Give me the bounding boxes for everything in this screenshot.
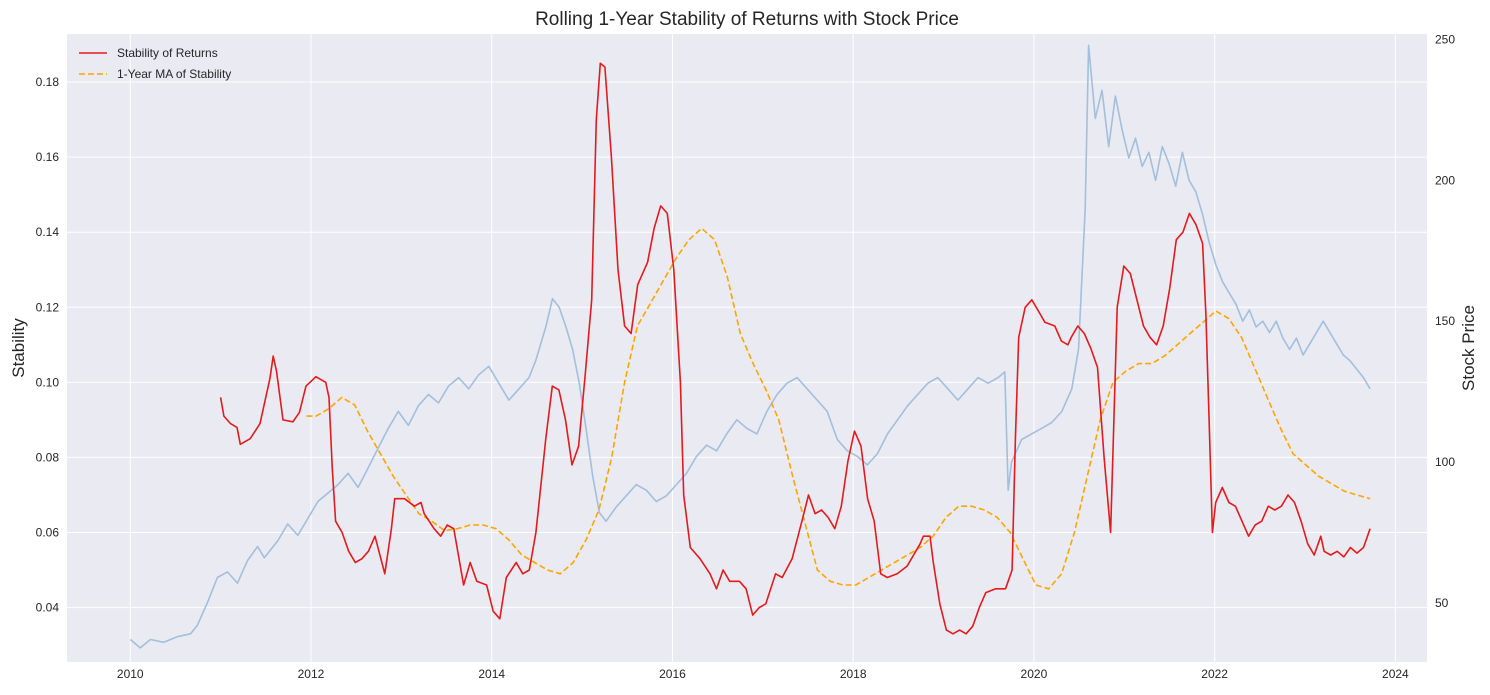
grid-lines <box>67 34 1427 662</box>
y-tick-label-left: 0.16 <box>36 150 60 164</box>
y-tick-label-right: 50 <box>1435 596 1449 610</box>
y-axis-label-left: Stability <box>9 318 28 378</box>
legend-label-stability: Stability of Returns <box>117 46 218 60</box>
x-tick-label: 2012 <box>298 667 325 681</box>
x-tick-label: 2018 <box>840 667 867 681</box>
y-tick-label-right: 100 <box>1435 455 1455 469</box>
x-tick-label: 2020 <box>1021 667 1048 681</box>
y-axis-label-right: Stock Price <box>1459 305 1478 391</box>
legend: Stability of Returns 1-Year MA of Stabil… <box>79 46 231 81</box>
y-tick-label-right: 200 <box>1435 173 1455 187</box>
y-tick-label-right: 150 <box>1435 314 1455 328</box>
stability-line <box>219 62 1371 635</box>
y-tick-label-left: 0.14 <box>36 225 60 239</box>
stock-price-line <box>129 44 1371 649</box>
y-tick-label-left: 0.08 <box>36 450 60 464</box>
legend-label-ma: 1-Year MA of Stability <box>117 67 231 81</box>
y-tick-label-left: 0.06 <box>36 525 60 539</box>
ma-line <box>306 227 1371 590</box>
y-tick-label-left: 0.04 <box>36 601 60 615</box>
y-tick-label-left: 0.10 <box>36 375 60 389</box>
y-tick-label-left: 0.12 <box>36 300 60 314</box>
x-tick-label: 2016 <box>659 667 686 681</box>
series-lines <box>129 44 1371 649</box>
chart-title: Rolling 1-Year Stability of Returns with… <box>535 9 959 30</box>
tick-labels: 2010 2012 2014 2016 2018 2020 2022 2024 0.04 0.06… <box>36 33 1456 681</box>
x-tick-label: 2024 <box>1382 667 1409 681</box>
x-tick-label: 2014 <box>478 667 505 681</box>
x-tick-label: 2022 <box>1201 667 1228 681</box>
x-tick-label: 2010 <box>117 667 144 681</box>
y-tick-label-right: 250 <box>1435 33 1455 47</box>
y-tick-label-left: 0.18 <box>36 75 60 89</box>
